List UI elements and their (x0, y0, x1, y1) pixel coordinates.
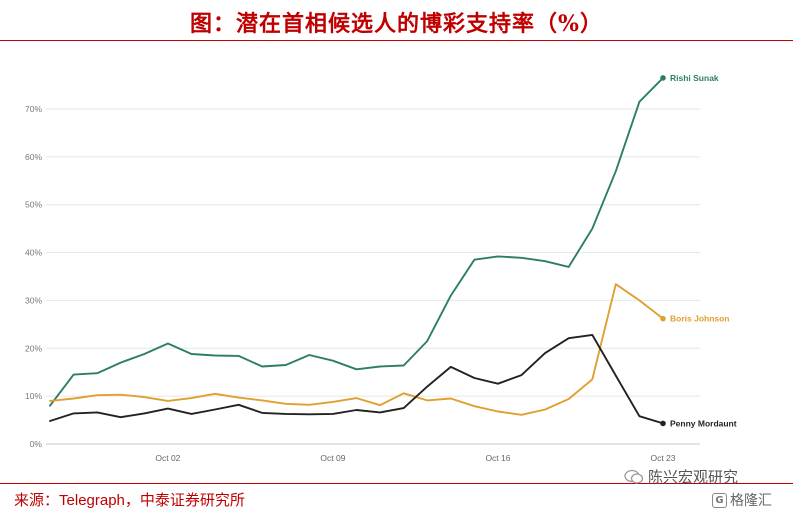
source-name: Telegraph (59, 492, 125, 509)
y-tick-label: 10% (25, 391, 42, 401)
y-tick-label: 40% (25, 248, 42, 258)
x-tick-label: Oct 09 (320, 453, 345, 463)
x-axis-ticks: Oct 02 Oct 09 Oct 16 Oct 23 (155, 453, 675, 463)
x-tick-label: Oct 16 (485, 453, 510, 463)
y-tick-label: 70% (25, 104, 42, 114)
y-tick-label: 20% (25, 343, 42, 353)
watermark-site: G 格隆汇 (712, 490, 772, 510)
series-end-point (660, 420, 666, 427)
series-end-point (660, 75, 666, 81)
x-tick-label: Oct 23 (650, 453, 675, 463)
watermark-site-text: 格隆汇 (730, 493, 772, 509)
series-label: Boris Johnson (670, 314, 730, 324)
y-tick-label: 0% (30, 439, 43, 449)
x-tick-label: Oct 02 (155, 453, 180, 463)
series-line-boris-johnson (49, 283, 664, 416)
series-end-point (660, 315, 666, 322)
series-line-penny-mordaunt (49, 333, 664, 425)
y-axis-ticks: 0% 10% 20% 30% 40% 50% 60% 70% (25, 104, 42, 449)
y-tick-label: 30% (25, 295, 42, 305)
source-suffix: ，中泰证券研究所 (124, 491, 245, 509)
watermark-channel-text: 陈兴宏观研究 (648, 468, 739, 486)
series-label: Penny Mordaunt (670, 418, 737, 428)
source-note: 来源：Telegraph，中泰证券研究所 (14, 489, 245, 510)
source-prefix: 来源： (14, 491, 60, 509)
gridlines (46, 108, 700, 445)
series-line-rishi-sunak (49, 76, 664, 407)
g-logo-icon: G (712, 492, 727, 508)
series-lines (49, 75, 666, 427)
title-divider (0, 40, 793, 41)
page-title: 图：潜在首相候选人的博彩支持率（%） (190, 11, 603, 37)
y-tick-label: 60% (25, 152, 42, 162)
watermark-channel: 陈兴宏观研究 (624, 466, 738, 487)
series-label: Rishi Sunak (670, 73, 719, 83)
series-labels: Rishi Sunak Boris Johnson Penny Mordaunt (670, 73, 737, 429)
wechat-icon (624, 469, 644, 484)
footer-divider (0, 483, 793, 484)
y-tick-label: 50% (25, 200, 42, 210)
line-chart: 0%10%20%30%40%50%60%70% Oct 02 Oct 09 Oct … (25, 73, 737, 463)
